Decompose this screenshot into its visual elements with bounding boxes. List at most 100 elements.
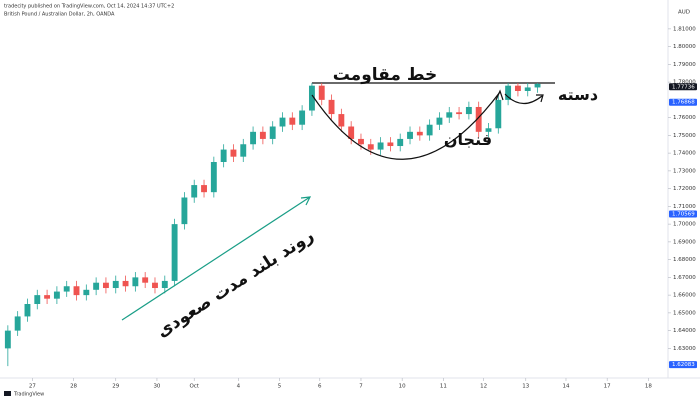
candle-body	[34, 295, 41, 304]
candle-body	[318, 85, 325, 100]
candle-body	[102, 282, 109, 289]
candle-body	[367, 144, 374, 150]
y-tick-label: 1.64000	[673, 328, 696, 334]
candle-body	[456, 112, 463, 115]
handle-curve	[504, 93, 543, 105]
candle-body	[514, 85, 521, 91]
y-tick-label: 1.80000	[673, 44, 696, 50]
candle-body	[524, 87, 531, 91]
x-tick-label: 30	[153, 384, 160, 390]
y-tick-label: 1.76000	[673, 115, 696, 121]
candle-body	[348, 126, 355, 139]
candle-body	[63, 286, 70, 292]
candle-body	[161, 280, 168, 289]
x-tick-label: 14	[562, 384, 569, 390]
handle-arrow-head	[536, 94, 544, 103]
candle-body	[269, 126, 276, 139]
y-tick-label: 1.79000	[673, 62, 696, 68]
candle-body	[505, 85, 512, 100]
candle-body	[358, 138, 364, 145]
candle-body	[24, 304, 31, 317]
candle-body	[475, 106, 482, 132]
x-tick-label: 10	[399, 384, 406, 390]
logo	[4, 391, 11, 396]
y-tick-label: 1.78000	[673, 80, 696, 86]
x-tick-label: 11	[440, 384, 447, 390]
y-tick-label: 1.68000	[673, 257, 696, 263]
price-label: 1.76868	[672, 100, 695, 106]
candle-body	[387, 142, 394, 147]
x-tick-label: 17	[604, 384, 611, 390]
candle-body	[171, 224, 178, 281]
candle-body	[53, 291, 60, 299]
y-tick-label: 1.75000	[673, 133, 696, 139]
resistance-label: خط مقاومت	[333, 65, 438, 85]
cup-curve	[311, 91, 501, 160]
candle-body	[83, 289, 90, 296]
candle-body	[240, 144, 247, 157]
candle-body	[308, 85, 315, 111]
candle-body	[328, 99, 335, 115]
x-tick-label: 27	[29, 384, 36, 390]
x-tick-label: 28	[70, 384, 77, 390]
y-tick-label: 1.73000	[673, 168, 696, 174]
price-label-box	[669, 83, 697, 91]
y-tick-label: 1.81000	[673, 26, 696, 32]
cup-label: فنجان	[444, 130, 492, 149]
price-label: 1.70569	[672, 212, 695, 218]
x-tick-label: 4	[237, 384, 241, 390]
candle-body	[230, 149, 237, 157]
footer: TradingView	[13, 392, 44, 398]
candle-body	[191, 185, 198, 198]
x-tick-label: 5	[278, 384, 282, 390]
candle-body	[397, 138, 404, 147]
price-label-box	[669, 361, 697, 369]
trend-arrow	[121, 196, 311, 321]
x-tick-label: 29	[112, 384, 119, 390]
currency: AUD	[678, 10, 690, 16]
candle-body	[436, 117, 443, 125]
candle-body	[152, 282, 158, 289]
candle-body	[14, 316, 21, 331]
candle-body	[377, 142, 384, 150]
candle-body	[338, 114, 345, 127]
y-tick-label: 1.63000	[673, 346, 696, 352]
candle-body	[250, 131, 257, 145]
y-tick-label: 1.69000	[673, 239, 696, 245]
x-tick-label: 6	[318, 384, 322, 390]
x-tick-label: 18	[645, 384, 652, 390]
y-tick-label: 1.74000	[673, 151, 696, 157]
price-label-box	[669, 210, 697, 218]
candle-body	[4, 330, 11, 349]
candle-body	[142, 277, 149, 283]
price-label-box	[669, 98, 697, 106]
x-tick-label: Oct	[189, 384, 199, 390]
y-tick-label: 1.66000	[673, 293, 696, 299]
header: tradecity published on TradingView.com, …	[4, 4, 174, 10]
candle-body	[279, 117, 286, 127]
price-label: 1.77736	[672, 84, 695, 90]
candle-body	[289, 117, 296, 125]
candle-body	[299, 110, 306, 125]
y-tick-label: 1.71000	[673, 204, 696, 210]
y-tick-label: 1.65000	[673, 310, 696, 316]
candle-body	[112, 280, 119, 289]
candle-body	[181, 197, 188, 225]
y-tick-label: 1.70000	[673, 222, 696, 228]
y-tick-label: 1.72000	[673, 186, 696, 192]
candle-body	[44, 295, 51, 299]
candle-body	[485, 128, 492, 132]
price-label: 1.62083	[672, 362, 695, 368]
candle-body	[416, 131, 423, 136]
candle-body	[426, 124, 433, 136]
candle-body	[220, 149, 227, 162]
candle-body	[122, 280, 129, 287]
cup-arrow-head	[495, 89, 504, 101]
x-tick-label: 7	[359, 384, 363, 390]
y-tick-label: 1.67000	[673, 275, 696, 281]
candle-body	[407, 131, 413, 139]
candle-body	[132, 277, 139, 287]
trend-arrow-head	[300, 196, 312, 206]
candle-body	[465, 106, 472, 115]
